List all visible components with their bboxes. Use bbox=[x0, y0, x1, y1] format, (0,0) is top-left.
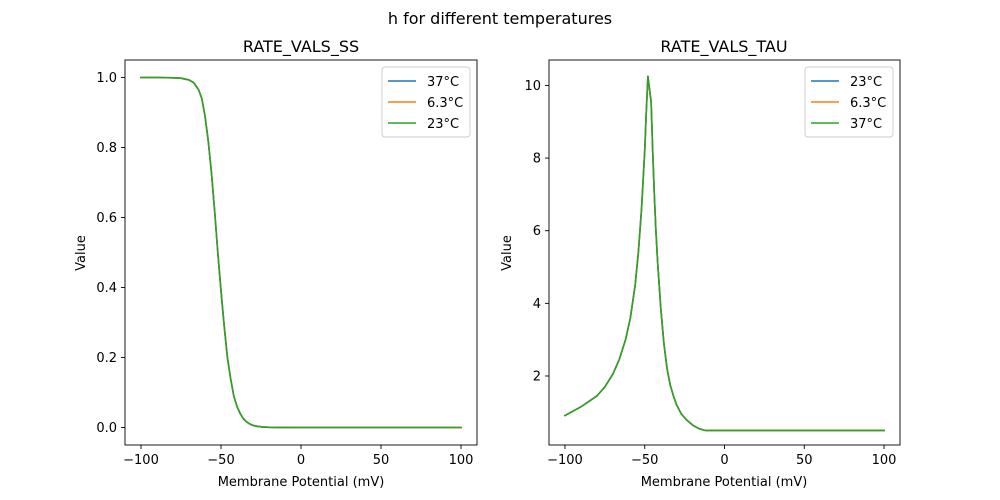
x-tick-label: 50 bbox=[796, 453, 813, 468]
x-tick-label: 50 bbox=[373, 453, 390, 468]
y-axis-label: Value bbox=[74, 235, 89, 271]
y-tick-label: 10 bbox=[524, 79, 541, 94]
x-tick-label: −50 bbox=[631, 453, 658, 468]
y-tick-label: 0.0 bbox=[96, 421, 117, 436]
y-tick-label: 2 bbox=[533, 369, 541, 384]
x-tick-label: 100 bbox=[449, 453, 474, 468]
x-axis-label: Membrane Potential (mV) bbox=[641, 475, 808, 490]
legend-label: 23°C bbox=[850, 75, 882, 90]
y-tick-label: 0.6 bbox=[96, 211, 117, 226]
x-tick-label: 100 bbox=[872, 453, 897, 468]
legend: 23°C 6.3°C 37°C bbox=[804, 66, 894, 138]
x-tick-label: 0 bbox=[720, 453, 728, 468]
y-tick-label: 0.8 bbox=[96, 141, 117, 156]
axes-title: RATE_VALS_TAU bbox=[660, 37, 787, 57]
legend-label: 23°C bbox=[427, 117, 459, 132]
axes-title: RATE_VALS_SS bbox=[243, 37, 359, 57]
x-tick-label: −50 bbox=[207, 453, 234, 468]
y-tick-label: 6 bbox=[533, 224, 541, 239]
y-tick-label: 8 bbox=[533, 152, 541, 167]
x-axis-label: Membrane Potential (mV) bbox=[218, 475, 385, 490]
y-tick-label: 0.4 bbox=[96, 281, 117, 296]
x-tick-label: −100 bbox=[547, 453, 583, 468]
legend-label: 37°C bbox=[850, 117, 882, 132]
series-line-3 bbox=[563, 75, 885, 432]
legend: 37°C 6.3°C 23°C bbox=[381, 66, 471, 138]
axes-rate-vals-ss: RATE_VALS_SS Membrane Potential (mV) Val… bbox=[74, 37, 478, 490]
x-tick-label: −100 bbox=[123, 453, 159, 468]
legend-label: 37°C bbox=[427, 75, 459, 90]
y-tick-label: 4 bbox=[533, 297, 541, 312]
axes-rate-vals-tau: RATE_VALS_TAU Membrane Potential (mV) Va… bbox=[500, 37, 901, 490]
legend-frame bbox=[381, 66, 471, 138]
y-axis-label: Value bbox=[500, 235, 515, 271]
legend-frame bbox=[804, 66, 894, 138]
y-tick-label: 0.2 bbox=[96, 351, 117, 366]
series-group bbox=[563, 75, 885, 432]
y-tick-label: 1.0 bbox=[96, 71, 117, 86]
legend-label: 6.3°C bbox=[427, 96, 463, 111]
figure-suptitle: h for different temperatures bbox=[388, 9, 612, 28]
x-tick-label: 0 bbox=[297, 453, 305, 468]
legend-label: 6.3°C bbox=[850, 96, 886, 111]
series-group bbox=[140, 76, 462, 429]
series-line-3 bbox=[140, 76, 462, 429]
